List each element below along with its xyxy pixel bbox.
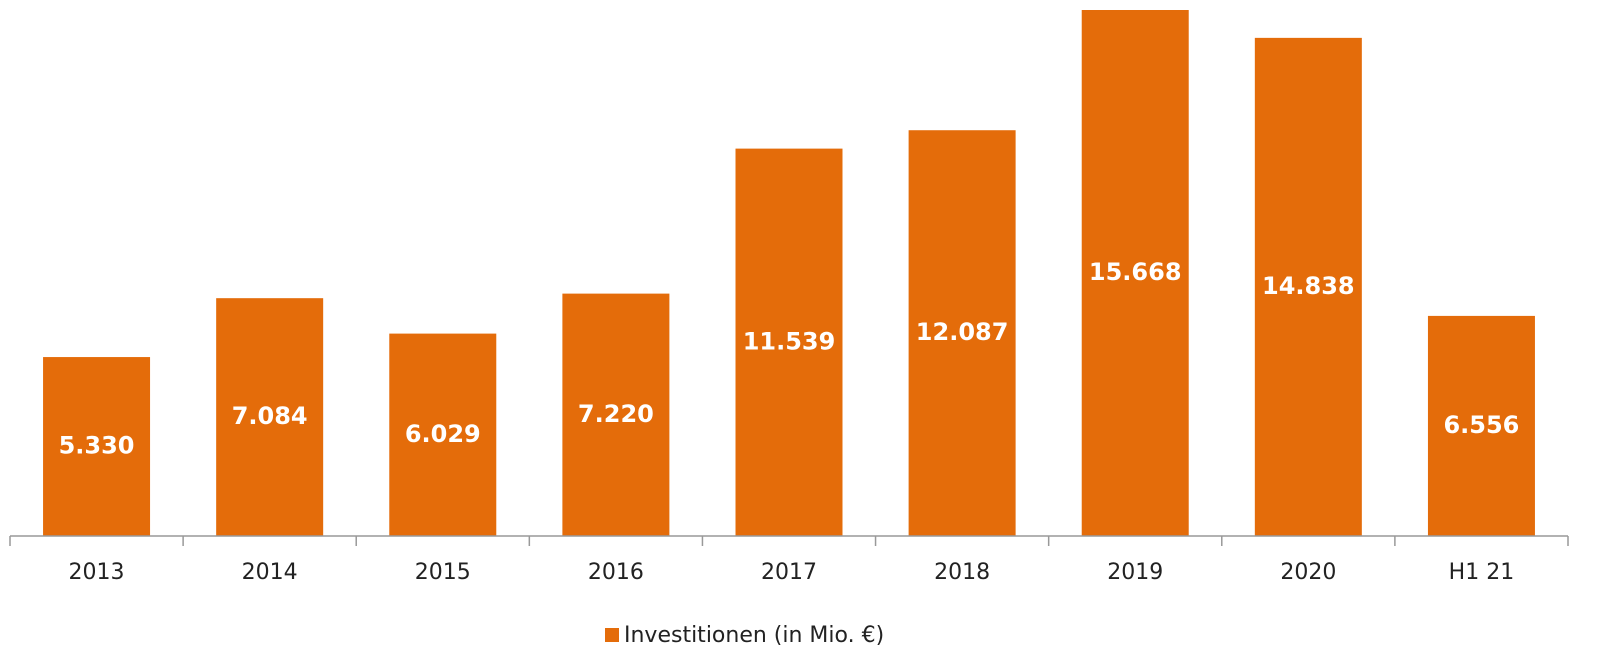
bar [43,357,151,536]
legend-label: Investitionen (in Mio. €) [624,623,884,648]
data-label: 11.539 [743,327,836,355]
data-label: 7.220 [578,400,654,428]
bar [1254,37,1362,536]
x-tick-label: 2018 [934,560,990,585]
bar [735,148,843,536]
data-label: 7.084 [232,402,308,430]
x-tick-label: 2016 [588,560,644,585]
x-tick-label: 2013 [69,560,125,585]
x-tick-label: 2020 [1280,560,1336,585]
x-tick-label: 2019 [1107,560,1163,585]
x-tick-label: 2017 [761,560,817,585]
data-label: 14.838 [1262,272,1355,300]
data-label: 5.330 [59,432,135,460]
bar [908,130,1016,536]
x-tick-label: H1 21 [1449,560,1515,585]
x-tick-label: 2014 [242,560,298,585]
data-label: 6.556 [1443,411,1519,439]
bar [1427,315,1535,536]
legend-swatch [605,628,619,642]
bar [216,298,324,536]
bar [389,333,497,536]
bar [1081,10,1189,536]
data-label: 12.087 [916,318,1009,346]
data-label: 15.668 [1089,258,1182,286]
bar [562,293,670,536]
x-tick-label: 2015 [415,560,471,585]
data-label: 6.029 [405,420,481,448]
